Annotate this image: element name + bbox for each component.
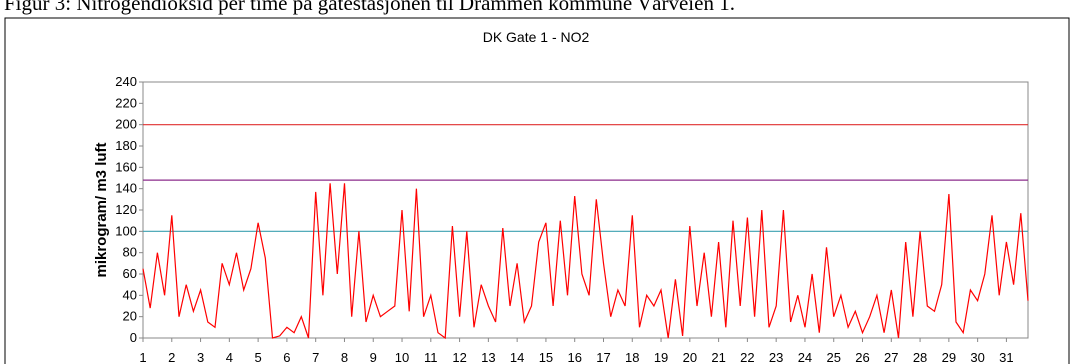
x-tick-label: 12 [452,350,466,364]
x-tick-label: 26 [855,350,869,364]
y-tick-label: 20 [123,309,137,324]
x-tick-label: 9 [370,350,377,364]
y-tick-label: 200 [115,117,137,132]
x-tick-label: 24 [798,350,812,364]
x-tick-label: 8 [341,350,348,364]
chart-title: DK Gate 1 - NO2 [483,29,590,45]
x-tick-label: 23 [769,350,783,364]
x-tick-label: 17 [596,350,610,364]
x-tick-label: 20 [683,350,697,364]
y-tick-label: 240 [115,74,137,89]
x-tick-label: 16 [567,350,581,364]
x-tick-label: 28 [913,350,927,364]
y-tick-label: 120 [115,202,137,217]
x-tick-label: 1 [139,350,146,364]
x-tick-label: 11 [424,350,438,364]
y-tick-label: 140 [115,181,137,196]
x-tick-label: 25 [826,350,840,364]
y-tick-label: 80 [123,245,137,260]
y-tick-label: 60 [123,266,137,281]
x-tick-label: 27 [884,350,898,364]
x-tick-label: 19 [654,350,668,364]
x-tick-label: 22 [740,350,754,364]
y-tick-label: 160 [115,159,137,174]
y-axis-label: mikrogram/ m3 luft [93,142,110,277]
y-tick-label: 100 [115,223,137,238]
y-tick-label: 40 [123,287,137,302]
x-tick-label: 29 [942,350,956,364]
x-tick-label: 7 [312,350,319,364]
chart-frame [4,17,1070,364]
y-tick-label: 180 [115,138,137,153]
x-tick-label: 30 [970,350,984,364]
x-tick-label: 14 [510,350,524,364]
x-tick-label: 4 [226,350,233,364]
y-tick-label: 220 [115,95,137,110]
x-tick-label: 10 [395,350,409,364]
x-tick-label: 31 [999,350,1013,364]
y-tick-label: 0 [130,330,137,345]
data-line [142,183,1029,340]
caption: Figur 3: Nitrogendioksid per time på gat… [4,0,735,15]
x-tick-label: 5 [255,350,262,364]
x-tick-label: 15 [539,350,553,364]
x-tick-label: 13 [481,350,495,364]
x-tick-label: 2 [168,350,175,364]
x-tick-label: 3 [197,350,204,364]
x-tick-label: 21 [711,350,725,364]
x-tick-label: 6 [283,350,290,364]
x-tick-label: 18 [625,350,639,364]
